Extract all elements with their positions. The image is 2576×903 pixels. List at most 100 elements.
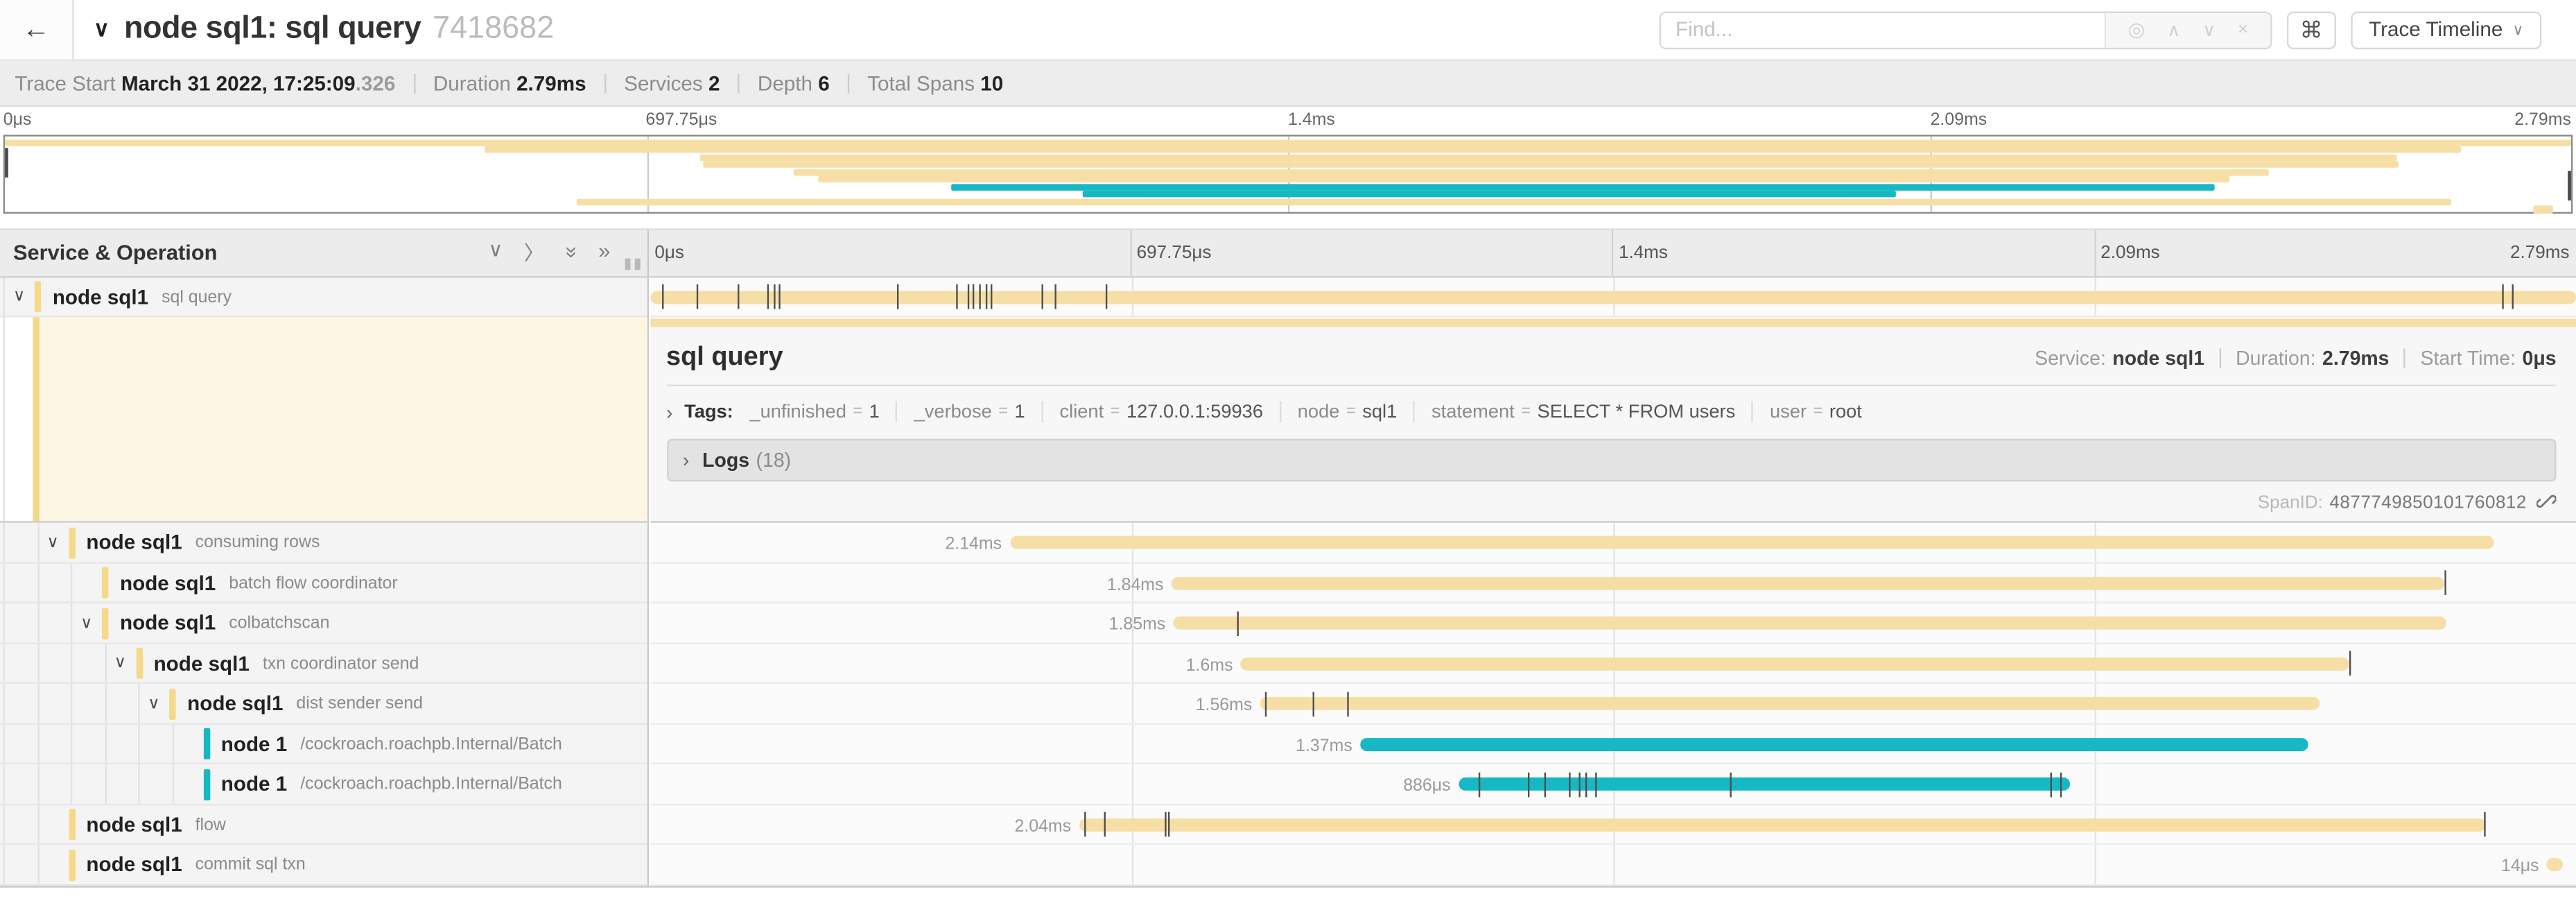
log-marker-tick[interactable] — [973, 285, 975, 310]
expand-one-icon[interactable]: 〉 — [524, 242, 544, 266]
equals-sign: = — [1346, 403, 1356, 422]
log-marker-tick[interactable] — [2512, 285, 2514, 310]
clear-search-icon[interactable]: × — [2237, 19, 2249, 40]
log-marker-tick[interactable] — [979, 285, 981, 310]
log-marker-tick[interactable] — [1730, 772, 1732, 798]
span-tree-row[interactable]: node 1/cockroach.roachpb.Internal/Batch — [0, 764, 647, 805]
log-marker-tick[interactable] — [2050, 772, 2052, 798]
log-marker-tick[interactable] — [1085, 812, 1087, 838]
span-expand-chevron-icon[interactable]: ∨ — [80, 614, 93, 633]
log-marker-tick[interactable] — [1578, 772, 1580, 798]
log-marker-tick[interactable] — [695, 285, 698, 310]
span-expand-chevron-icon[interactable]: ∨ — [114, 654, 127, 673]
span-duration-bar[interactable] — [1079, 818, 2486, 832]
log-marker-tick[interactable] — [896, 285, 898, 310]
log-marker-tick[interactable] — [767, 285, 769, 310]
minimap-canvas[interactable] — [3, 135, 2573, 214]
span-bar-row[interactable]: 1.6ms — [650, 644, 2576, 685]
span-bar-row[interactable]: 14μs — [650, 845, 2576, 886]
span-tree-row[interactable]: node 1/cockroach.roachpb.Internal/Batch — [0, 724, 647, 765]
log-marker-tick[interactable] — [2483, 812, 2485, 838]
log-marker-tick[interactable] — [1264, 691, 1267, 717]
log-marker-tick[interactable] — [1528, 772, 1530, 798]
minimap-right-drag-handle[interactable] — [2568, 171, 2571, 200]
keyboard-shortcuts-button[interactable]: ⌘ — [2286, 10, 2336, 49]
log-marker-tick[interactable] — [984, 285, 987, 310]
indent-guide — [3, 277, 6, 316]
collapse-trace-chevron-icon[interactable]: ∨ — [94, 16, 110, 42]
minimap-left-drag-handle[interactable] — [5, 148, 8, 178]
log-marker-tick[interactable] — [956, 285, 958, 310]
span-tree-row[interactable]: ∨ node sql1 colbatchscan — [0, 603, 647, 644]
log-marker-tick[interactable] — [1106, 285, 1108, 310]
log-marker-tick[interactable] — [661, 285, 663, 310]
span-bar-row[interactable]: 886μs — [650, 765, 2576, 805]
deep-link-icon[interactable] — [2536, 491, 2557, 516]
logs-count: (18) — [756, 448, 792, 472]
span-bar-row[interactable]: 1.84ms — [650, 563, 2576, 604]
tags-row[interactable]: › Tags: _unfinished = 1 _verbose = 1 client = 127.… — [666, 401, 2557, 424]
span-duration-bar[interactable] — [1260, 697, 2320, 711]
locate-icon[interactable]: ◎ — [2127, 18, 2146, 42]
span-duration-bar[interactable] — [1174, 617, 2447, 630]
log-marker-tick[interactable] — [967, 285, 970, 310]
span-duration-bar[interactable] — [1172, 576, 2446, 590]
span-expand-chevron-icon[interactable]: ∨ — [46, 533, 59, 552]
span-bar-row[interactable]: 2.04ms — [650, 805, 2576, 845]
log-marker-tick[interactable] — [1595, 772, 1597, 798]
log-marker-tick[interactable] — [2503, 285, 2505, 310]
log-marker-tick[interactable] — [1347, 691, 1349, 717]
log-marker-tick[interactable] — [778, 285, 781, 310]
span-expand-chevron-icon[interactable]: ∨ — [148, 694, 160, 713]
next-match-icon[interactable]: ∨ — [2202, 20, 2216, 41]
span-duration-bar[interactable] — [1459, 778, 2070, 792]
log-marker-tick[interactable] — [2060, 772, 2062, 798]
log-marker-tick[interactable] — [773, 285, 775, 310]
log-marker-tick[interactable] — [1237, 611, 1239, 637]
span-tree-row[interactable]: ∨ node sql1 dist sender send — [0, 684, 647, 725]
span-duration-bar[interactable] — [2547, 859, 2563, 872]
span-tree-row[interactable]: node sql1 commit sql txn — [0, 845, 647, 886]
log-marker-tick[interactable] — [1568, 772, 1571, 798]
span-expand-chevron-icon[interactable]: ∨ — [12, 287, 26, 306]
collapse-one-icon[interactable]: ∨ — [488, 239, 503, 262]
prev-match-icon[interactable]: ∧ — [2167, 20, 2181, 41]
log-marker-tick[interactable] — [2445, 571, 2447, 596]
back-button[interactable]: ← — [0, 0, 74, 60]
detail-divider — [665, 384, 2557, 386]
log-marker-tick[interactable] — [1543, 772, 1545, 798]
log-marker-tick[interactable] — [2349, 651, 2351, 677]
span-bar-row[interactable]: 2.14ms — [650, 523, 2576, 564]
span-duration-bar[interactable] — [650, 291, 2576, 304]
log-marker-tick[interactable] — [1312, 691, 1314, 717]
span-tree-row[interactable]: ∨ node sql1 txn coordinator send — [0, 644, 647, 685]
span-bar-row[interactable]: 1.56ms — [650, 685, 2576, 725]
span-tree-row[interactable]: node sql1 batch flow coordinator — [0, 563, 647, 604]
log-marker-tick[interactable] — [1478, 772, 1480, 798]
span-tree-row[interactable]: ∨ node sql1 consuming rows — [0, 523, 647, 564]
column-resizer-handle[interactable]: ▮▮ — [623, 254, 643, 271]
span-duration-bar[interactable] — [1009, 536, 2494, 550]
span-duration-bar[interactable] — [1360, 738, 2308, 752]
expand-all-icon[interactable]: » — [598, 239, 611, 264]
logs-row[interactable]: › Logs (18) — [665, 438, 2557, 482]
span-tree-row[interactable]: node sql1 flow — [0, 805, 647, 845]
log-marker-tick[interactable] — [1041, 285, 1043, 310]
span-bar-row[interactable]: 1.85ms — [650, 603, 2576, 644]
log-marker-tick[interactable] — [738, 285, 740, 310]
collapse-all-icon[interactable]: » — [560, 246, 586, 259]
span-duration-bar[interactable] — [1241, 657, 2349, 671]
log-marker-tick[interactable] — [1167, 812, 1170, 838]
log-marker-tick[interactable] — [991, 285, 993, 310]
span-bar-row[interactable] — [650, 277, 2576, 318]
log-marker-tick[interactable] — [1585, 772, 1588, 798]
trace-id: 7418682 — [432, 11, 555, 46]
log-marker-tick[interactable] — [1054, 285, 1056, 310]
span-bar-row[interactable]: 1.37ms — [650, 725, 2576, 765]
log-marker-tick[interactable] — [1104, 812, 1106, 838]
command-icon: ⌘ — [2299, 15, 2323, 42]
span-tree-row[interactable]: ∨ node sql1 sql query — [0, 277, 647, 318]
view-selector-button[interactable]: Trace Timeline ∨ — [2351, 10, 2542, 49]
log-marker-tick[interactable] — [1164, 812, 1166, 838]
find-input[interactable] — [1660, 12, 2105, 47]
